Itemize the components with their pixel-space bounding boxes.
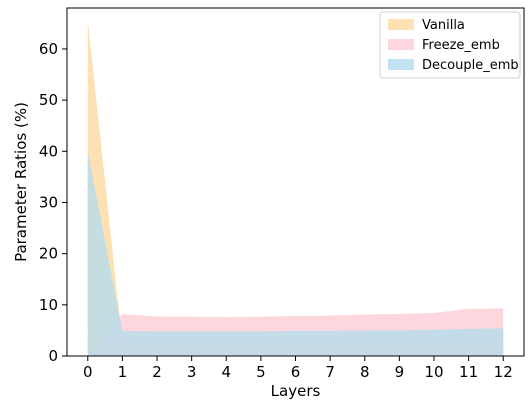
y-tick-label: 10 bbox=[39, 296, 58, 314]
legend-label: Freeze_emb bbox=[422, 38, 500, 53]
legend: Vanilla Freeze_emb Decouple_emb bbox=[379, 11, 521, 79]
y-axis-label: Parameter Ratios (%) bbox=[12, 102, 30, 262]
y-tick-label: 20 bbox=[39, 245, 58, 263]
x-tick-label: 6 bbox=[291, 363, 301, 381]
x-axis: 0 1 2 3 4 5 6 7 8 9 10 11 12 bbox=[83, 356, 513, 381]
series-area-decouple-emb bbox=[87, 151, 504, 356]
x-tick-label: 1 bbox=[118, 363, 128, 381]
x-tick-label: 0 bbox=[83, 363, 93, 381]
y-tick-label: 40 bbox=[39, 142, 58, 160]
y-tick-label: 50 bbox=[39, 91, 58, 109]
y-tick-label: 60 bbox=[39, 40, 58, 58]
y-tick-label: 0 bbox=[48, 347, 58, 365]
legend-label: Vanilla bbox=[422, 18, 465, 33]
x-tick-label: 2 bbox=[152, 363, 162, 381]
legend-swatch bbox=[388, 59, 414, 70]
legend-swatch bbox=[388, 39, 414, 50]
x-tick-label: 11 bbox=[459, 363, 478, 381]
x-tick-label: 4 bbox=[221, 363, 231, 381]
x-tick-label: 3 bbox=[187, 363, 197, 381]
x-tick-label: 8 bbox=[360, 363, 370, 381]
x-tick-label: 10 bbox=[424, 363, 443, 381]
x-tick-label: 5 bbox=[256, 363, 266, 381]
x-tick-label: 7 bbox=[325, 363, 335, 381]
x-tick-label: 9 bbox=[395, 363, 405, 381]
y-axis: 0 10 20 30 40 50 60 bbox=[39, 40, 67, 365]
legend-frame bbox=[379, 11, 521, 79]
y-tick-label: 30 bbox=[39, 193, 58, 211]
legend-label: Decouple_emb bbox=[422, 58, 519, 73]
series-areas bbox=[87, 20, 504, 356]
x-tick-label: 12 bbox=[494, 363, 513, 381]
legend-swatch bbox=[388, 19, 414, 30]
x-axis-label: Layers bbox=[271, 382, 321, 400]
